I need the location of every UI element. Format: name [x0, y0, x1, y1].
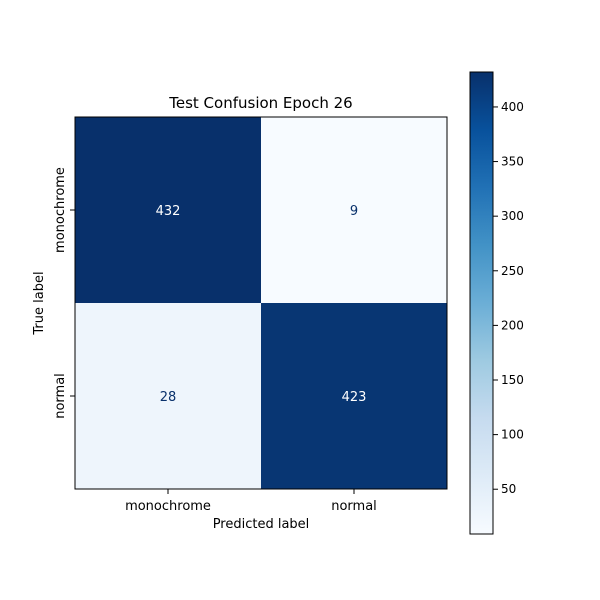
cell-value-label: 432	[156, 204, 181, 219]
y-tick-label: normal	[53, 373, 68, 419]
matrix-cell	[261, 117, 447, 303]
matrix-cells: 432 9 28 423	[75, 117, 447, 489]
x-tick-label: normal	[331, 499, 377, 514]
x-tick-label: monochrome	[125, 499, 211, 514]
cell-value-label: 423	[342, 390, 367, 405]
colorbar-tick-label: 200	[501, 318, 524, 332]
y-axis-ticks: monochrome normal	[53, 167, 75, 419]
matrix-cell	[75, 303, 261, 489]
colorbar-tick-label: 350	[501, 155, 524, 169]
chart-title: Test Confusion Epoch 26	[168, 94, 352, 112]
colorbar-tick-label: 100	[501, 428, 524, 442]
cell-value-label: 28	[160, 390, 177, 405]
cell-value-label: 9	[350, 204, 358, 219]
matrix-cell	[261, 303, 447, 489]
colorbar-tick-label: 150	[501, 373, 524, 387]
y-tick-label: monochrome	[53, 167, 68, 253]
matrix-cell	[75, 117, 261, 303]
x-axis-ticks: monochrome normal	[125, 489, 377, 514]
plot-frame	[74, 116, 448, 490]
colorbar	[469, 71, 494, 535]
y-axis-label: True label	[32, 271, 47, 335]
colorbar-tick-label: 250	[501, 264, 524, 278]
colorbar-ticks: 50 100 150 200 250 300 350 400	[493, 100, 524, 496]
colorbar-tick-label: 50	[501, 482, 516, 496]
colorbar-tick-label: 300	[501, 209, 524, 223]
x-axis-label: Predicted label	[213, 517, 310, 532]
colorbar-tick-label: 400	[501, 100, 524, 114]
